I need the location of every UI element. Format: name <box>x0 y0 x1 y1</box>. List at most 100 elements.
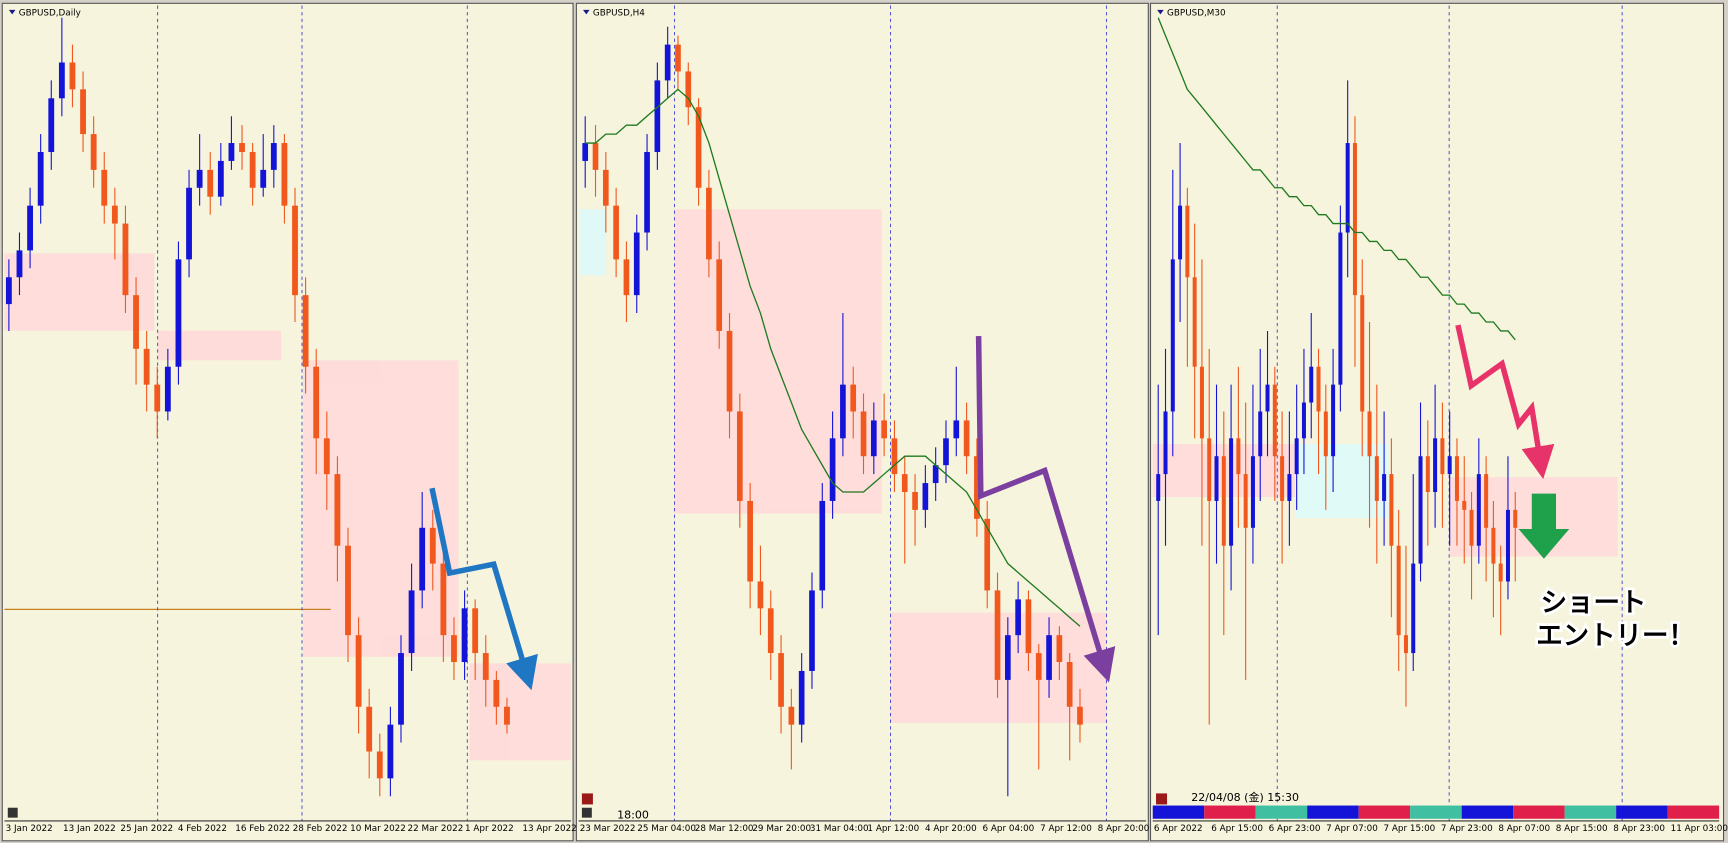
candle-body <box>1382 474 1387 501</box>
x-tick-label: 4 Apr 20:00 <box>925 824 977 834</box>
candle-body <box>726 330 733 412</box>
candle-body <box>133 295 139 349</box>
candle-body <box>186 187 192 260</box>
session-bar <box>1307 805 1359 819</box>
candle-body <box>819 500 826 591</box>
panel-plot: GBPUSD,Daily 3 Jan 2022 13 Jan 2022 25 Jan … <box>4 5 577 839</box>
candle-body <box>429 527 436 564</box>
candle-body <box>881 420 887 439</box>
candle-body <box>778 653 784 707</box>
candle-body <box>1396 545 1401 636</box>
candle-body <box>1015 599 1021 636</box>
candle-body <box>953 420 960 439</box>
candle-body <box>685 71 692 108</box>
zone <box>674 209 882 514</box>
candle-body <box>943 438 949 466</box>
candle-body <box>1433 438 1438 493</box>
candle-body <box>602 169 609 206</box>
candle-body <box>1331 384 1336 457</box>
x-tick-label: 1 Apr 2022 <box>465 824 514 834</box>
candle-body <box>1199 366 1204 439</box>
candle-body <box>16 250 23 278</box>
candle-body <box>1352 143 1357 296</box>
candle-body <box>644 151 650 233</box>
candle-body <box>932 465 939 484</box>
candle-body <box>154 384 161 412</box>
candle-body <box>1462 500 1467 510</box>
candle-body <box>706 187 712 260</box>
x-tick-label: 7 Apr 12:00 <box>1040 824 1092 834</box>
panel-title: GBPUSD,Daily <box>19 9 81 19</box>
status-text: 22/04/08 (金) 15:30 <box>1191 790 1299 804</box>
candle-body <box>1345 143 1350 233</box>
candle-body <box>1360 295 1365 412</box>
toolbar-icon <box>581 807 592 818</box>
x-tick-label: 13 Jan 2022 <box>63 824 116 834</box>
candle-body <box>1258 411 1263 457</box>
candle-body <box>1403 635 1408 654</box>
candle-body <box>302 295 309 367</box>
candle-body <box>143 348 150 385</box>
candle-body <box>840 384 846 439</box>
moving-average <box>1157 17 1516 341</box>
candle-body <box>164 366 171 412</box>
candle-body <box>1272 384 1277 457</box>
candle-body <box>493 679 500 707</box>
candle-body <box>870 420 877 457</box>
candle-body <box>1287 474 1292 501</box>
candle-body <box>736 411 743 501</box>
candle-body <box>1066 662 1073 707</box>
arrow <box>429 487 538 691</box>
candle-body <box>1367 411 1372 457</box>
candle-body <box>1491 527 1496 564</box>
toolbar-icon <box>7 807 18 818</box>
x-tick-label: 8 Apr 07:00 <box>1498 824 1550 834</box>
candle-body <box>1280 456 1285 501</box>
candle-body <box>912 492 918 510</box>
candle-body <box>850 384 857 412</box>
candle-body <box>695 107 702 188</box>
candle-body <box>408 590 415 654</box>
x-tick-label: 8 Apr 20:00 <box>1098 824 1150 834</box>
candle-body <box>1513 509 1518 528</box>
session-bar <box>1358 805 1411 819</box>
candle-body <box>1236 438 1241 475</box>
x-tick-label: 6 Apr 04:00 <box>983 824 1035 834</box>
x-tick-label: 22 Mar 2022 <box>408 824 464 834</box>
candle-body <box>1250 456 1255 528</box>
candles <box>5 17 510 797</box>
candle-body <box>249 151 256 188</box>
candle-body <box>1323 411 1328 457</box>
arrow <box>975 336 1116 683</box>
candle-body <box>1484 474 1489 528</box>
candle-body <box>1025 599 1032 654</box>
candle-body <box>111 205 118 224</box>
candle-body <box>1221 456 1226 546</box>
candle-body <box>260 169 267 188</box>
x-tick-label: 25 Jan 2022 <box>120 824 173 834</box>
x-tick-label: 28 Feb 2022 <box>293 824 348 834</box>
candle-body <box>1004 635 1011 680</box>
candle-body <box>1476 474 1481 546</box>
x-tick-label: 23 Mar 2022 <box>580 824 636 834</box>
candle-body <box>592 143 599 170</box>
candle-body <box>633 232 640 296</box>
candle-body <box>122 223 129 296</box>
session-bar <box>1410 805 1462 819</box>
x-tick-label: 6 Apr 2022 <box>1154 824 1203 834</box>
candle-body <box>292 205 298 296</box>
x-tick-label: 10 Mar 2022 <box>350 824 406 834</box>
candle-body <box>90 134 97 170</box>
candle-body <box>1454 456 1459 501</box>
session-bar <box>1255 805 1308 819</box>
candle-body <box>1056 635 1063 663</box>
candle-body <box>1425 456 1430 493</box>
x-tick-label: 31 Mar 04:00 <box>810 824 869 834</box>
candle-body <box>207 169 214 197</box>
candle-body <box>788 706 795 725</box>
menu-icon <box>1157 9 1164 15</box>
toolbar-icon <box>581 793 593 805</box>
